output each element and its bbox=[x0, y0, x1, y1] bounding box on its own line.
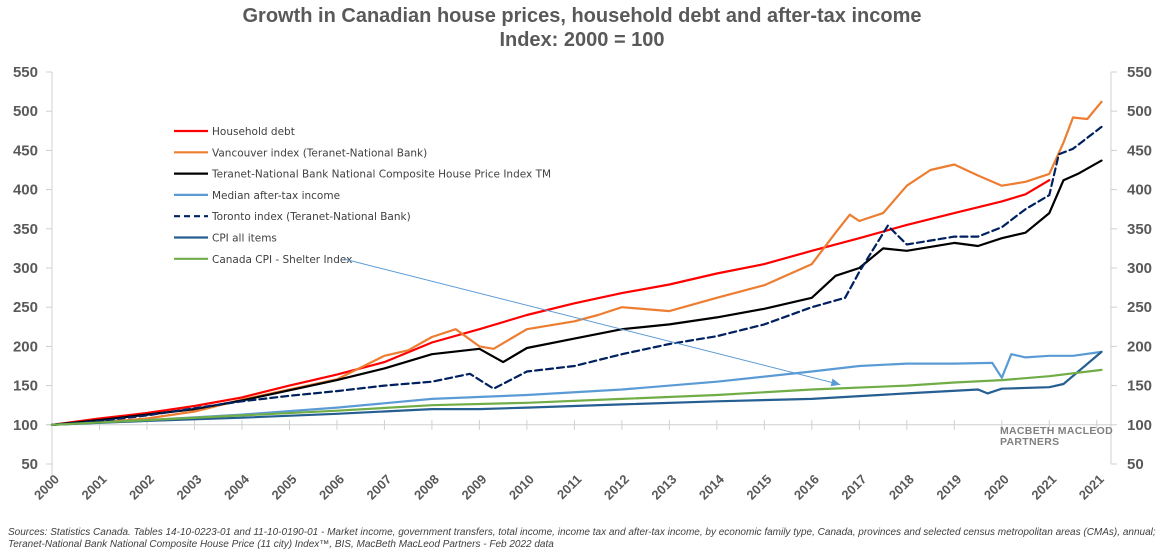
x-tick-label: 2007 bbox=[363, 472, 394, 503]
x-tick-label: 2001 bbox=[79, 472, 110, 503]
x-tick-label: 2019 bbox=[933, 472, 964, 503]
left-y-tick-label: 450 bbox=[13, 142, 38, 159]
x-tick-label: 2016 bbox=[791, 472, 822, 503]
right-y-tick-label: 450 bbox=[1127, 142, 1152, 159]
right-y-tick-label: 250 bbox=[1127, 299, 1152, 316]
series-layer bbox=[50, 100, 1103, 426]
axes: 50 50 100 100 150 150 200 200 250 250 300 300 350 350… bbox=[13, 64, 1152, 503]
legend-label: Household debt bbox=[212, 126, 295, 138]
right-y-tick-label: 100 bbox=[1127, 417, 1152, 434]
x-tick-label: 2009 bbox=[458, 472, 489, 503]
x-tick-label: 2000 bbox=[31, 472, 62, 503]
right-y-tick-label: 200 bbox=[1127, 338, 1152, 355]
watermark-line1: MACBETH MACLEOD bbox=[1000, 425, 1113, 437]
series-line-median-after-tax-income bbox=[50, 350, 1103, 426]
left-y-tick-label: 550 bbox=[13, 64, 38, 81]
legend-label: Vancouver index (Teranet-National Bank) bbox=[212, 147, 427, 159]
chart-title: Growth in Canadian house prices, househo… bbox=[0, 4, 1164, 52]
series-line-cpi-all-items bbox=[50, 350, 1103, 426]
chart-subtitle: Index: 2000 = 100 bbox=[499, 29, 665, 51]
left-y-tick-label: 150 bbox=[13, 378, 38, 395]
x-tick-label: 2003 bbox=[174, 472, 205, 503]
series-line-toronto-index-teranet-national-bank bbox=[50, 125, 1103, 426]
annotation bbox=[343, 258, 841, 387]
legend: Household debt Vancouver index (Teranet-N… bbox=[174, 126, 551, 266]
x-tick-label: 2018 bbox=[886, 472, 917, 503]
series-line-canada-cpi-shelter-index bbox=[50, 368, 1103, 426]
right-y-tick-label: 50 bbox=[1127, 456, 1144, 473]
right-y-tick-label: 500 bbox=[1127, 103, 1152, 120]
x-tick-label: 2010 bbox=[506, 472, 537, 503]
left-y-tick-label: 200 bbox=[13, 338, 38, 355]
right-y-tick-label: 300 bbox=[1127, 260, 1152, 277]
watermark-logo: MACBETH MACLEOD Partners bbox=[1000, 426, 1113, 448]
x-tick-label: 2005 bbox=[269, 472, 300, 503]
x-tick-label: 2006 bbox=[316, 472, 347, 503]
left-y-tick-label: 100 bbox=[13, 417, 38, 434]
left-y-tick-label: 350 bbox=[13, 221, 38, 238]
left-y-tick-label: 50 bbox=[21, 456, 38, 473]
right-y-tick-label: 400 bbox=[1127, 182, 1152, 199]
x-tick-label: 2002 bbox=[126, 472, 157, 503]
legend-label: Canada CPI - Shelter Index bbox=[212, 254, 352, 266]
annotation-arrow-head bbox=[830, 378, 841, 387]
chart-title-main: Growth in Canadian house prices, househo… bbox=[242, 5, 922, 27]
series-line-teranet-national-bank-national-composite-house-price-index-tm bbox=[50, 159, 1103, 426]
left-y-tick-label: 250 bbox=[13, 299, 38, 316]
series-line-household-debt bbox=[50, 179, 1051, 426]
right-y-tick-label: 150 bbox=[1127, 378, 1152, 395]
x-tick-label: 2013 bbox=[648, 472, 679, 503]
legend-label: Median after-tax income bbox=[212, 190, 340, 202]
x-tick-label: 2004 bbox=[221, 471, 253, 503]
left-y-tick-label: 400 bbox=[13, 182, 38, 199]
watermark-line2: Partners bbox=[1000, 436, 1060, 448]
x-tick-label: 2015 bbox=[743, 472, 774, 503]
x-tick-label: 2008 bbox=[411, 472, 442, 503]
legend-label: Toronto index (Teranet-National Bank) bbox=[211, 211, 411, 223]
source-note: Sources: Statistics Canada. Tables 14-10… bbox=[8, 527, 1156, 550]
x-tick-label: 2011 bbox=[554, 472, 585, 503]
x-tick-label: 2012 bbox=[601, 472, 632, 503]
x-tick-label: 2014 bbox=[696, 471, 728, 503]
legend-label: Teranet-National Bank National Composite… bbox=[211, 169, 551, 181]
x-tick-label: 2017 bbox=[838, 472, 869, 503]
left-y-tick-label: 500 bbox=[13, 103, 38, 120]
right-y-tick-label: 550 bbox=[1127, 64, 1152, 81]
series-line-vancouver-index-teranet-national-bank bbox=[50, 100, 1103, 426]
right-y-tick-label: 350 bbox=[1127, 221, 1152, 238]
x-tick-label: 2021 bbox=[1076, 472, 1107, 503]
left-y-tick-label: 300 bbox=[13, 260, 38, 277]
x-tick-label: 2020 bbox=[981, 472, 1012, 503]
annotation-arrow-line bbox=[343, 258, 841, 386]
legend-label: CPI all items bbox=[212, 233, 277, 245]
x-tick-label: 2021 bbox=[1028, 472, 1059, 503]
